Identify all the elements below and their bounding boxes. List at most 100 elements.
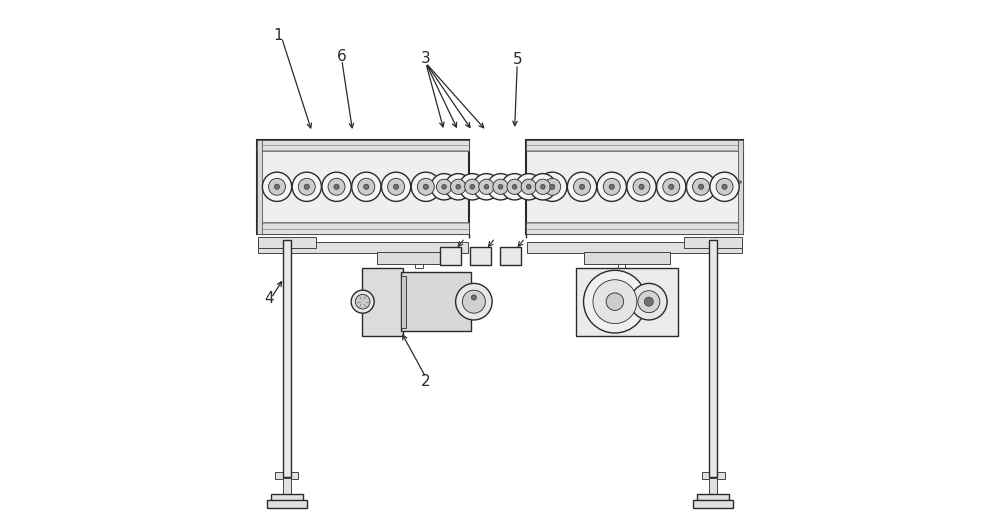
- Circle shape: [445, 174, 471, 200]
- Circle shape: [722, 184, 727, 190]
- Bar: [362, 268, 403, 335]
- Circle shape: [484, 184, 489, 189]
- Circle shape: [544, 178, 561, 195]
- Bar: [283, 240, 291, 477]
- Circle shape: [638, 291, 660, 312]
- Circle shape: [540, 184, 545, 189]
- Bar: [267, 500, 307, 508]
- Circle shape: [538, 172, 567, 202]
- Circle shape: [633, 178, 650, 195]
- Circle shape: [493, 179, 508, 194]
- Circle shape: [663, 178, 680, 195]
- Bar: [275, 472, 298, 479]
- Bar: [257, 140, 262, 234]
- Circle shape: [521, 179, 536, 194]
- Circle shape: [473, 174, 500, 200]
- Circle shape: [512, 184, 517, 189]
- Bar: [401, 272, 471, 331]
- Circle shape: [516, 174, 542, 200]
- Circle shape: [698, 184, 704, 190]
- Bar: [693, 500, 733, 508]
- Circle shape: [456, 284, 492, 320]
- Circle shape: [417, 178, 434, 195]
- Circle shape: [631, 284, 667, 320]
- Bar: [440, 247, 461, 265]
- Bar: [442, 249, 459, 263]
- Circle shape: [358, 178, 375, 195]
- Circle shape: [639, 184, 644, 190]
- Text: 5: 5: [512, 52, 522, 67]
- Bar: [502, 249, 519, 263]
- Circle shape: [479, 179, 494, 194]
- Circle shape: [627, 172, 656, 202]
- Bar: [709, 478, 717, 495]
- Circle shape: [351, 290, 374, 313]
- Bar: [470, 247, 491, 265]
- Circle shape: [431, 174, 457, 200]
- Circle shape: [584, 270, 646, 333]
- Circle shape: [298, 178, 315, 195]
- Bar: [709, 240, 717, 477]
- Circle shape: [322, 172, 351, 202]
- Circle shape: [597, 172, 626, 202]
- Circle shape: [526, 184, 531, 189]
- Circle shape: [710, 172, 739, 202]
- Bar: [283, 478, 291, 495]
- Bar: [271, 494, 303, 501]
- Bar: [257, 140, 469, 151]
- Circle shape: [451, 179, 466, 194]
- Circle shape: [686, 172, 716, 202]
- Bar: [526, 140, 743, 234]
- Circle shape: [352, 172, 381, 202]
- Bar: [500, 247, 521, 265]
- Bar: [257, 222, 469, 234]
- Bar: [257, 140, 469, 234]
- Circle shape: [355, 295, 370, 309]
- Bar: [576, 268, 678, 335]
- Circle shape: [269, 178, 285, 195]
- Bar: [258, 242, 468, 253]
- Circle shape: [716, 178, 733, 195]
- Circle shape: [304, 184, 309, 190]
- Bar: [377, 252, 461, 264]
- Circle shape: [507, 179, 522, 194]
- Circle shape: [262, 172, 292, 202]
- Circle shape: [487, 174, 514, 200]
- Text: 6: 6: [337, 49, 347, 64]
- Circle shape: [574, 178, 590, 195]
- Bar: [258, 237, 316, 248]
- Bar: [526, 222, 743, 234]
- Bar: [526, 140, 743, 151]
- Circle shape: [593, 280, 637, 323]
- Circle shape: [393, 184, 399, 190]
- Circle shape: [535, 179, 550, 194]
- Text: 3: 3: [421, 51, 431, 66]
- Circle shape: [388, 178, 405, 195]
- Circle shape: [501, 174, 528, 200]
- Bar: [738, 140, 743, 234]
- Circle shape: [603, 178, 620, 195]
- Text: 1: 1: [273, 28, 283, 43]
- Bar: [472, 249, 489, 263]
- Circle shape: [644, 297, 653, 306]
- Text: 2: 2: [421, 374, 431, 389]
- Circle shape: [657, 172, 686, 202]
- Bar: [527, 242, 742, 253]
- Bar: [702, 472, 725, 479]
- Circle shape: [442, 184, 446, 189]
- Circle shape: [669, 184, 674, 190]
- Circle shape: [579, 184, 585, 190]
- Circle shape: [436, 179, 452, 194]
- Circle shape: [609, 184, 614, 190]
- Circle shape: [411, 172, 440, 202]
- Bar: [584, 252, 670, 264]
- Circle shape: [423, 184, 428, 190]
- Circle shape: [606, 293, 624, 310]
- Bar: [401, 276, 406, 328]
- Circle shape: [498, 184, 503, 189]
- Circle shape: [739, 181, 742, 184]
- Circle shape: [456, 184, 461, 189]
- Bar: [684, 237, 742, 248]
- Circle shape: [292, 172, 321, 202]
- Circle shape: [530, 174, 556, 200]
